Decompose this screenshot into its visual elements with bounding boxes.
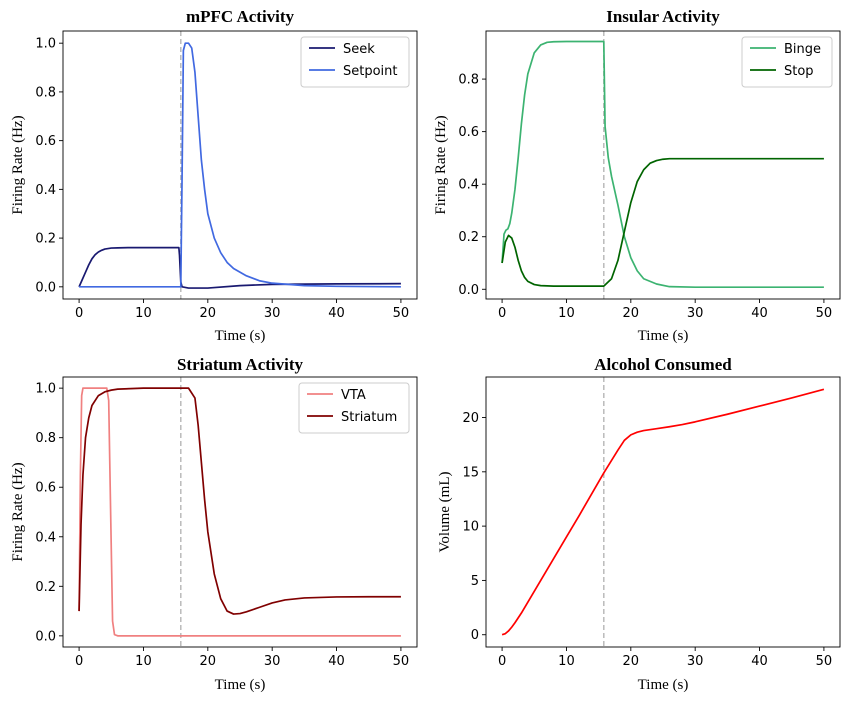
x-tick-label: 20 (200, 306, 217, 321)
legend-label-stop: Stop (784, 64, 814, 79)
x-tick-label: 30 (687, 654, 704, 669)
x-tick-label: 10 (558, 306, 575, 321)
x-tick-label: 20 (623, 306, 640, 321)
y-tick-label: 10 (462, 520, 479, 535)
y-tick-label: 1.0 (35, 382, 56, 397)
y-tick-label: 0 (471, 628, 479, 643)
y-tick-label: 20 (462, 411, 479, 426)
y-tick-label: 0.6 (35, 134, 56, 149)
y-tick-label: 0.4 (35, 530, 56, 545)
plot-frame (485, 30, 841, 300)
y-tick-label: 0.6 (35, 481, 56, 496)
y-tick-label: 0.8 (458, 73, 479, 88)
x-tick-label: 40 (328, 654, 345, 669)
y-tick-label: 0.4 (458, 178, 479, 193)
y-tick-label: 0.4 (35, 183, 56, 198)
panel-insular-activity: 0 10 20 30 40 50 0.0 0.2 0.4 0.6 0.8 Insular Activi… (433, 7, 841, 344)
series-line-series (501, 388, 825, 636)
chart-title: Alcohol Consumed (594, 355, 732, 374)
x-tick-label: 30 (264, 654, 281, 669)
x-tick-label: 50 (816, 654, 833, 669)
x-tick-label: 10 (558, 654, 575, 669)
chart-title: Insular Activity (606, 7, 720, 26)
y-tick-label: 5 (471, 574, 479, 589)
x-axis-label: Time (s) (215, 677, 266, 693)
y-tick-label: 1.0 (35, 37, 56, 52)
series-line-stop (501, 157, 824, 287)
legend-box (300, 36, 410, 88)
x-tick-label: 50 (393, 654, 410, 669)
chart-title: mPFC Activity (186, 7, 295, 26)
series-line-setpoint (79, 42, 401, 288)
series-line-seek (78, 246, 401, 289)
legend-box (741, 36, 833, 88)
y-tick-label: 0.6 (458, 125, 479, 140)
x-tick-label: 30 (687, 306, 704, 321)
y-axis-label: Firing Rate (Hz) (10, 462, 26, 561)
plot-frame (62, 30, 418, 300)
legend-label-setpoint: Setpoint (343, 64, 398, 79)
x-tick-label: 10 (135, 654, 152, 669)
series-line-vta (78, 387, 401, 637)
y-tick-label: 0.2 (458, 230, 479, 245)
x-tick-label: 50 (816, 306, 833, 321)
x-tick-label: 20 (623, 654, 640, 669)
x-tick-label: 10 (135, 306, 152, 321)
y-axis-label: Firing Rate (Hz) (433, 115, 449, 214)
y-tick-label: 0.0 (458, 283, 479, 298)
x-axis-label: Time (s) (638, 677, 689, 693)
x-axis-label: Time (s) (215, 328, 266, 344)
y-tick-label: 0.0 (35, 629, 56, 644)
y-axis-label: Volume (mL) (437, 472, 453, 553)
series-line-striatum (78, 387, 401, 615)
legend-label-striatum: Striatum (341, 410, 397, 425)
plot-frame (62, 376, 418, 648)
x-tick-label: 40 (751, 654, 768, 669)
x-tick-label: 50 (393, 306, 410, 321)
x-tick-label: 0 (498, 654, 506, 669)
legend-label-vta: VTA (341, 388, 366, 403)
y-tick-label: 0.8 (35, 85, 56, 100)
x-tick-label: 0 (498, 306, 506, 321)
y-tick-label: 0.0 (35, 280, 56, 295)
y-tick-label: 15 (462, 465, 479, 480)
legend-label-binge: Binge (784, 42, 821, 57)
x-axis-label: Time (s) (638, 328, 689, 344)
x-tick-label: 40 (328, 306, 345, 321)
y-tick-label: 0.2 (35, 580, 56, 595)
panel-mpfc-activity: 0 10 20 30 40 50 0.0 0.2 0.4 0.6 0.8 1.0 mPFC Activi… (10, 7, 418, 344)
y-tick-label: 0.2 (35, 232, 56, 247)
y-tick-label: 0.8 (35, 431, 56, 446)
panel-alcohol-consumed: 0 10 20 30 40 50 0 5 10 15 20 Alcohol Consumed Time … (437, 355, 841, 693)
legend-box (298, 382, 410, 434)
legend-label-seek: Seek (343, 42, 375, 57)
panel-striatum-activity: 0 10 20 30 40 50 0.0 0.2 0.4 0.6 0.8 1.0 Striatum Ac… (10, 355, 418, 693)
plot-frame (485, 376, 841, 648)
chart-title: Striatum Activity (177, 355, 304, 374)
x-tick-label: 0 (75, 306, 83, 321)
series-line-binge (501, 40, 824, 289)
x-tick-label: 20 (200, 654, 217, 669)
x-tick-label: 40 (751, 306, 768, 321)
x-tick-label: 0 (75, 654, 83, 669)
y-axis-label: Firing Rate (Hz) (10, 115, 26, 214)
x-tick-label: 30 (264, 306, 281, 321)
